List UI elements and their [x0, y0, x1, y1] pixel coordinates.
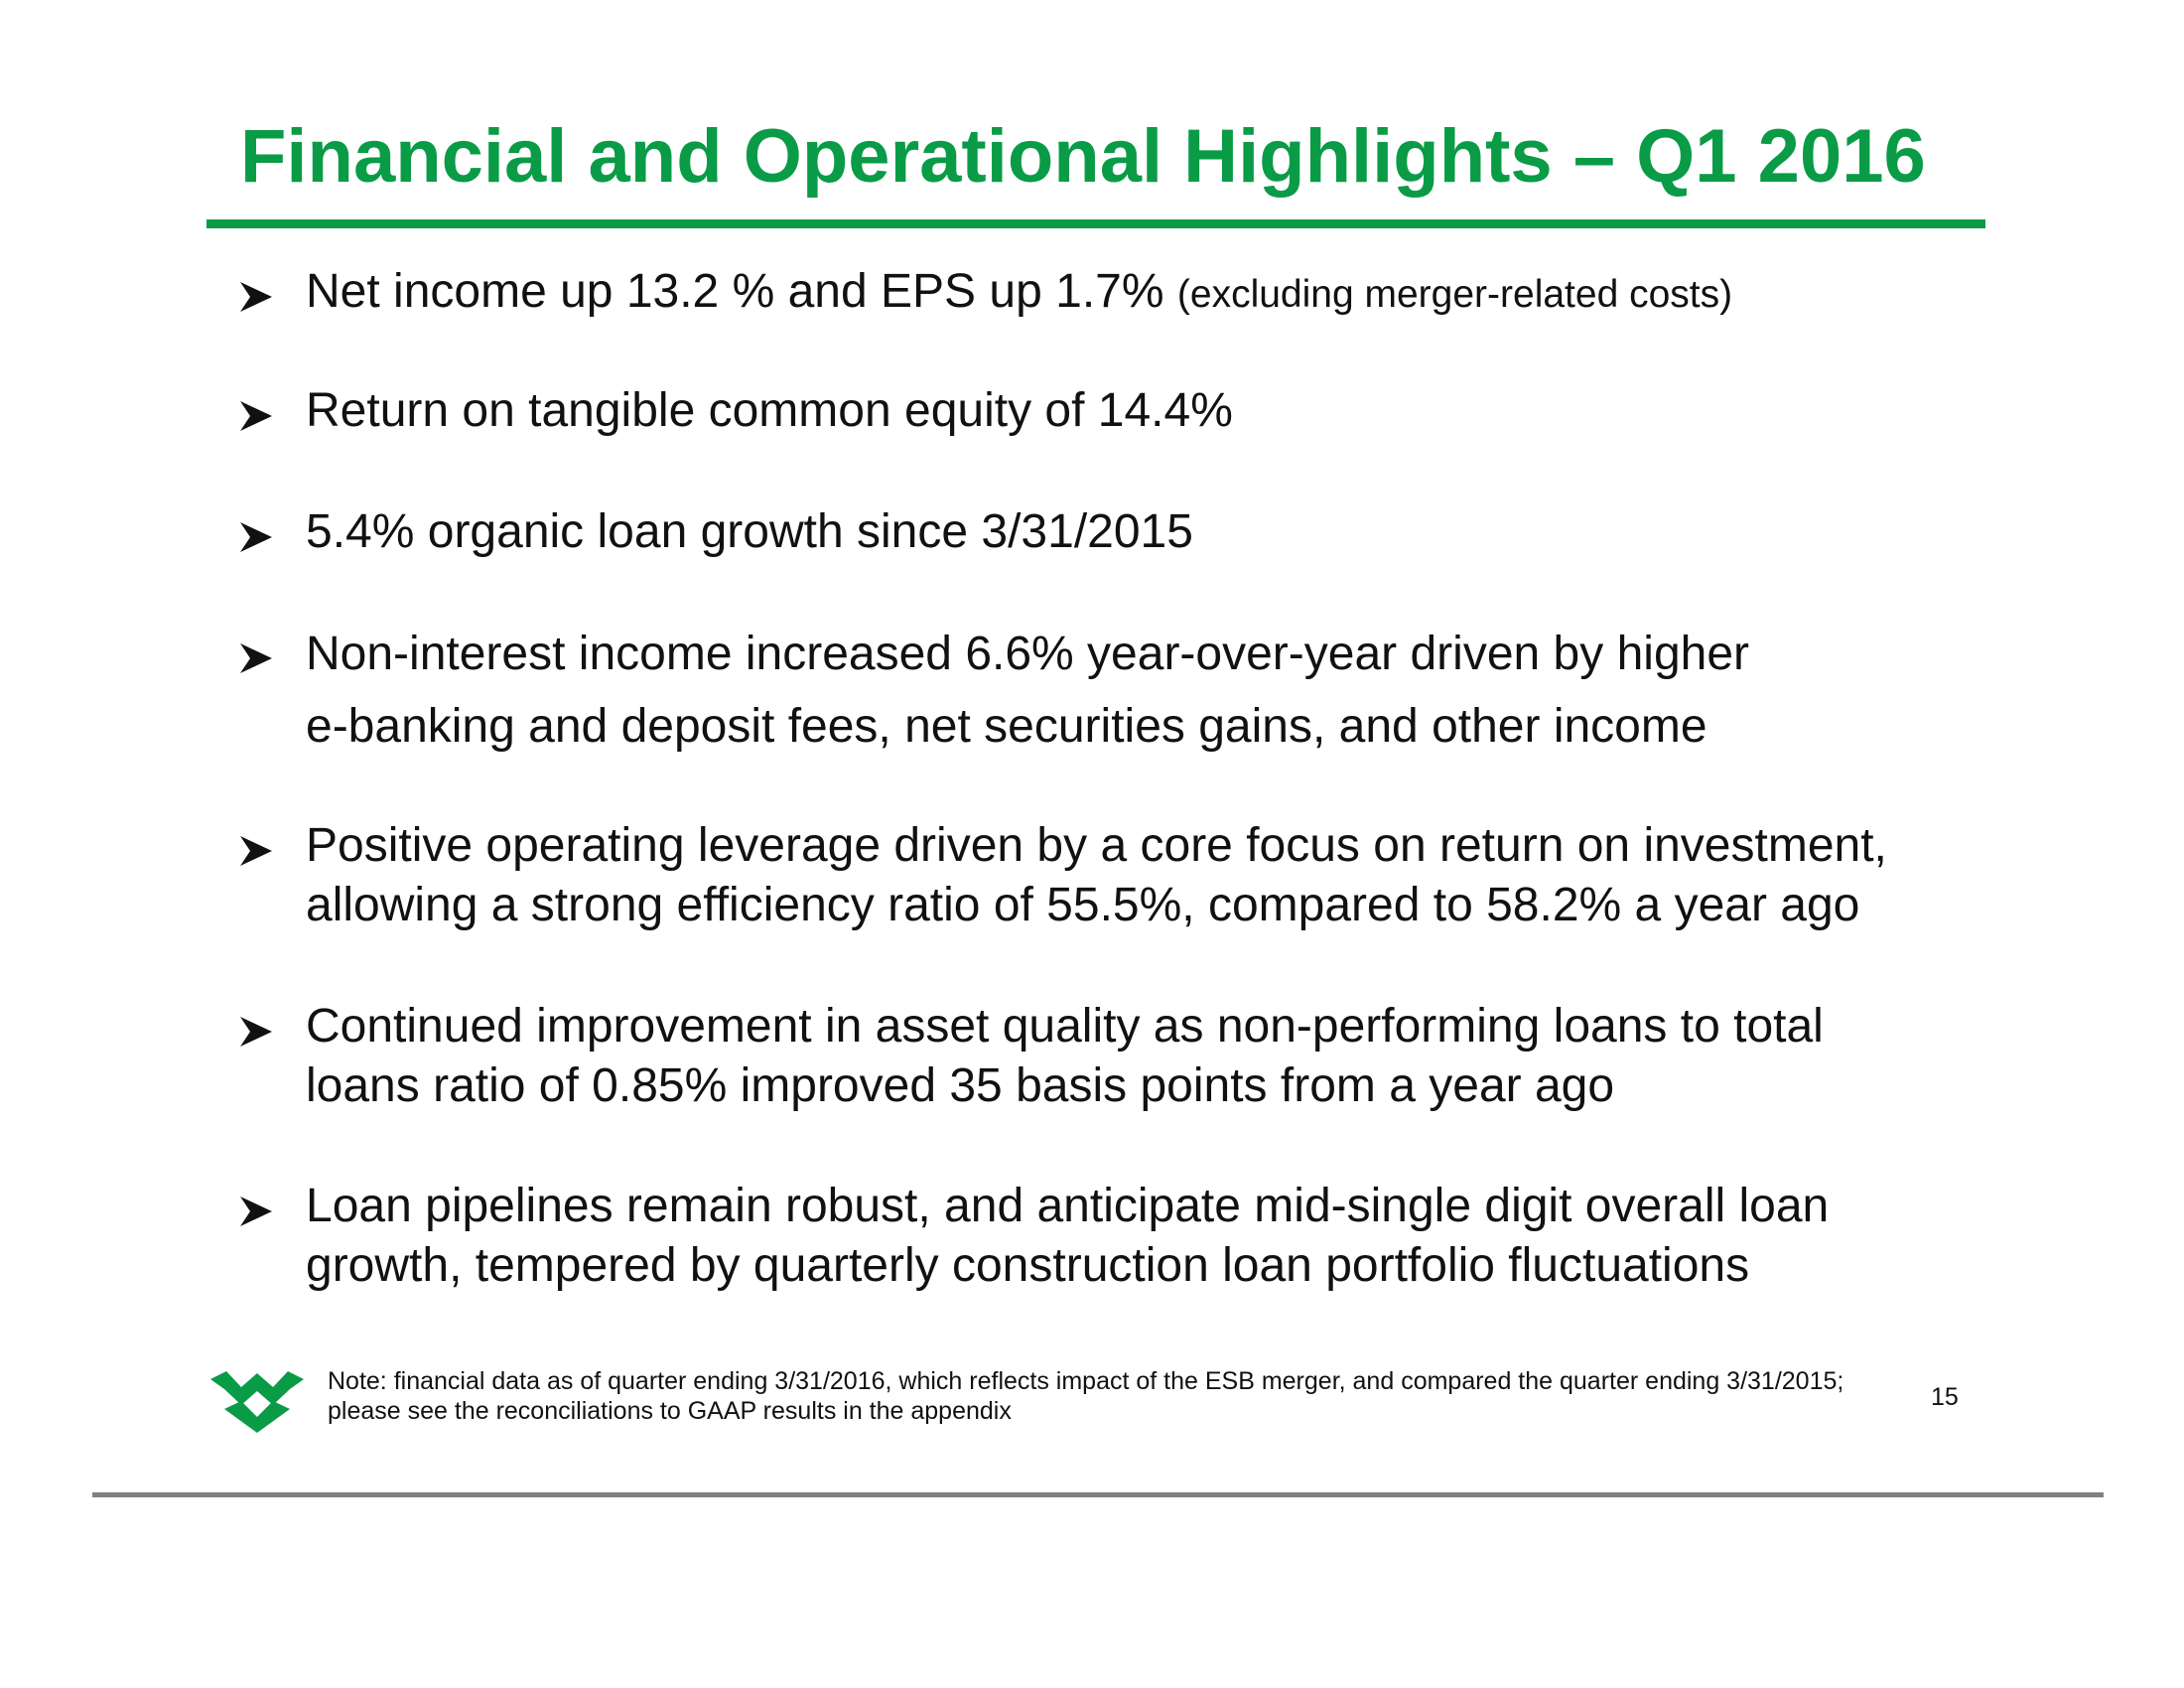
bullet-text: Return on tangible common equity of 14.4…: [306, 384, 1233, 437]
footnote-line-text: Note: financial data as of quarter endin…: [328, 1367, 1844, 1395]
bullet-text: Continued improvement in asset quality a…: [306, 997, 1824, 1116]
bullet-line: allowing a strong efficiency ratio of 55…: [306, 876, 1887, 935]
bullet-text: 5.4% organic loan growth since 3/31/2015: [306, 505, 1193, 558]
bullet-line: Loan pipelines remain robust, and antici…: [306, 1177, 1829, 1236]
bullet-line: Non-interest income increased 6.6% year-…: [306, 618, 1749, 690]
bullet-item: Return on tangible common equity of 14.4…: [238, 381, 1985, 443]
bullet-item: 5.4% organic loan growth since 3/31/2015: [238, 502, 1985, 564]
bullet-main-text: Net income up 13.2 % and EPS up 1.7%: [306, 265, 1164, 318]
bottom-divider: [92, 1492, 2104, 1497]
bullet-text: Net income up 13.2 % and EPS up 1.7% (ex…: [306, 262, 1732, 325]
bullet-item: Non-interest income increased 6.6% year-…: [238, 624, 1985, 769]
bullet-line-text: Non-interest income increased 6.6% year-…: [306, 628, 1750, 680]
page-title: Financial and Operational Highlights – Q…: [240, 114, 1926, 199]
bullet-line-text: e-banking and deposit fees, net securiti…: [306, 700, 1707, 753]
bullet-line: Continued improvement in asset quality a…: [306, 997, 1824, 1056]
bullet-text: Non-interest income increased 6.6% year-…: [306, 618, 1749, 763]
footnote-line: Note: financial data as of quarter endin…: [328, 1366, 1843, 1396]
bullet-item: Positive operating leverage driven by a …: [238, 816, 1985, 935]
bullet-item: Continued improvement in asset quality a…: [238, 997, 1985, 1116]
bullet-text: Positive operating leverage driven by a …: [306, 816, 1887, 935]
arrowhead-bullet-icon: [240, 1017, 272, 1047]
bullet-line-text: Positive operating leverage driven by a …: [306, 819, 1887, 872]
bullet-line-text: growth, tempered by quarterly constructi…: [306, 1239, 1750, 1292]
bullet-line: growth, tempered by quarterly constructi…: [306, 1236, 1829, 1296]
bullet-line-text: Continued improvement in asset quality a…: [306, 1000, 1824, 1053]
company-logo-icon: [210, 1371, 304, 1433]
bullet-item: Net income up 13.2 % and EPS up 1.7% (ex…: [238, 262, 1985, 324]
bullet-line-text: allowing a strong efficiency ratio of 55…: [306, 879, 1860, 931]
title-underline: [206, 219, 1985, 228]
arrowhead-bullet-icon: [240, 522, 272, 552]
bullet-line-text: loans ratio of 0.85% improved 35 basis p…: [306, 1059, 1615, 1112]
bullet-line: e-banking and deposit fees, net securiti…: [306, 690, 1749, 763]
footnote-line: please see the reconciliations to GAAP r…: [328, 1396, 1843, 1426]
arrowhead-bullet-icon: [240, 282, 272, 312]
page-number: 15: [1931, 1383, 1959, 1411]
bullet-line-text: Loan pipelines remain robust, and antici…: [306, 1180, 1830, 1232]
arrowhead-bullet-icon: [240, 401, 272, 431]
footnote: Note: financial data as of quarter endin…: [328, 1366, 1843, 1426]
arrowhead-bullet-icon: [240, 1196, 272, 1226]
arrowhead-bullet-icon: [240, 643, 272, 673]
footnote-line-text: please see the reconciliations to GAAP r…: [328, 1397, 1012, 1425]
arrowhead-bullet-icon: [240, 836, 272, 866]
bullet-note: (excluding merger-related costs): [1176, 273, 1733, 316]
bullet-item: Loan pipelines remain robust, and antici…: [238, 1177, 1985, 1296]
bullet-line: Positive operating leverage driven by a …: [306, 816, 1887, 876]
bullet-line: loans ratio of 0.85% improved 35 basis p…: [306, 1056, 1824, 1116]
bullet-text: Loan pipelines remain robust, and antici…: [306, 1177, 1829, 1296]
